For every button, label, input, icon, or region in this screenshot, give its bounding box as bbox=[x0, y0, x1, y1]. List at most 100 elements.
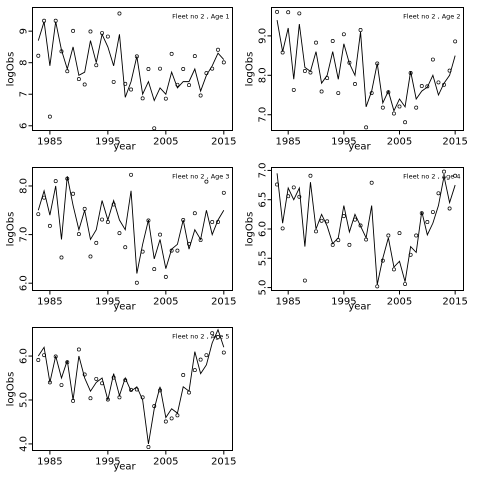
observed-point bbox=[36, 212, 41, 217]
observed-point bbox=[419, 84, 424, 88]
observed-point bbox=[88, 396, 93, 401]
x-tick-label: 1985 bbox=[275, 137, 300, 148]
x-tick-label: 1985 bbox=[37, 137, 62, 148]
chart-panel-4: Fleet no 2 , Age 4 1985 1995 2005 2015 5.0 5.5… bbox=[245, 162, 468, 312]
y-tick-label: 5.5 bbox=[258, 250, 269, 266]
observed-point bbox=[71, 28, 76, 33]
observed-point bbox=[375, 284, 380, 289]
observed-point bbox=[192, 211, 197, 216]
observed-point bbox=[100, 217, 105, 222]
observed-point bbox=[36, 358, 41, 362]
observed-point bbox=[169, 416, 174, 421]
plot-frame bbox=[32, 167, 233, 291]
y-axis-title: logObs bbox=[245, 212, 256, 247]
observed-point bbox=[82, 206, 87, 211]
observed-point bbox=[140, 96, 145, 101]
observed-point bbox=[436, 80, 441, 85]
plot-frame bbox=[271, 7, 464, 131]
observed-point bbox=[82, 82, 87, 87]
chart-panel-5: Fleet no 2 , Age 5 1985 1995 2005 2015 4.0 5.0… bbox=[6, 327, 237, 473]
observed-point bbox=[221, 190, 226, 195]
observed-point bbox=[117, 231, 122, 236]
observed-point bbox=[111, 79, 116, 84]
x-tick-label: 2015 bbox=[442, 137, 467, 148]
observed-point bbox=[341, 214, 346, 219]
observed-point bbox=[129, 172, 134, 177]
observed-point bbox=[163, 96, 168, 101]
y-tick-label: 9.0 bbox=[258, 28, 269, 44]
fitted-line bbox=[37, 21, 225, 102]
observed-point bbox=[181, 67, 186, 71]
y-tick-label: 5.0 bbox=[19, 392, 30, 408]
observed-point bbox=[347, 242, 352, 247]
observed-point bbox=[59, 255, 64, 260]
panel-title: Fleet no 2 , Age 1 bbox=[172, 13, 229, 21]
observed-point bbox=[59, 383, 64, 387]
observed-point bbox=[291, 87, 296, 92]
observed-point bbox=[302, 278, 307, 283]
observed-point bbox=[302, 69, 307, 73]
observed-point bbox=[216, 47, 220, 52]
y-tick-label: 6 bbox=[19, 123, 30, 129]
observed-point bbox=[453, 173, 458, 178]
observed-point bbox=[53, 179, 58, 184]
observed-point bbox=[36, 53, 41, 58]
observed-point bbox=[280, 226, 285, 231]
y-tick-label: 8 bbox=[19, 60, 30, 66]
observed-point bbox=[221, 350, 226, 355]
observed-point bbox=[76, 347, 81, 352]
y-tick-label: 7.0 bbox=[19, 227, 30, 243]
observed-point bbox=[319, 89, 324, 94]
observed-point bbox=[175, 413, 180, 418]
y-tick-label: 6.0 bbox=[19, 348, 30, 364]
x-tick-label: 1985 bbox=[37, 457, 62, 468]
observed-point bbox=[204, 353, 209, 358]
observed-point bbox=[336, 238, 341, 243]
observed-point bbox=[123, 245, 128, 250]
observed-point bbox=[297, 11, 302, 16]
observed-point bbox=[442, 169, 446, 174]
observed-point bbox=[358, 28, 363, 32]
x-tick-label: 2005 bbox=[387, 137, 412, 148]
observed-point bbox=[76, 77, 81, 82]
x-axis-title: year bbox=[113, 302, 136, 313]
fitted-line bbox=[276, 20, 456, 113]
plot-frame bbox=[32, 327, 233, 451]
observed-point bbox=[369, 180, 374, 185]
x-tick-label: 2005 bbox=[387, 297, 412, 308]
observed-point bbox=[146, 67, 151, 71]
panel-title: Fleet no 2 , Age 3 bbox=[172, 173, 229, 181]
observed-point bbox=[163, 419, 168, 424]
observed-point bbox=[187, 83, 191, 88]
y-tick-label: 4.0 bbox=[19, 436, 30, 452]
observed-point bbox=[380, 105, 385, 110]
observed-point bbox=[386, 233, 391, 238]
observed-point bbox=[414, 105, 419, 110]
observed-point bbox=[152, 267, 157, 272]
x-tick-label: 1995 bbox=[95, 137, 120, 148]
x-tick-label: 2005 bbox=[153, 457, 178, 468]
observed-point bbox=[117, 11, 122, 16]
observed-point bbox=[430, 210, 435, 214]
x-tick-label: 2015 bbox=[211, 297, 236, 308]
observed-point bbox=[391, 111, 396, 116]
observed-point bbox=[94, 63, 99, 68]
fitted-line bbox=[276, 173, 456, 285]
y-tick-label: 6.0 bbox=[19, 275, 30, 291]
y-tick-label: 9 bbox=[19, 28, 30, 34]
observed-point bbox=[88, 29, 93, 34]
plot-frame bbox=[32, 7, 233, 131]
panel-title: Fleet no 2 , Age 5 bbox=[172, 333, 229, 341]
observed-point bbox=[403, 282, 408, 287]
x-axis-title: year bbox=[348, 142, 371, 153]
observed-point bbox=[198, 93, 203, 98]
observed-point bbox=[94, 376, 99, 381]
observed-point bbox=[397, 104, 402, 109]
x-tick-label: 2015 bbox=[442, 297, 467, 308]
panel-title: Fleet no 2 , Age 2 bbox=[403, 13, 460, 21]
y-axis-title: logObs bbox=[6, 372, 17, 407]
observed-point bbox=[291, 185, 296, 190]
observed-point bbox=[198, 357, 203, 362]
x-tick-label: 1995 bbox=[331, 297, 356, 308]
